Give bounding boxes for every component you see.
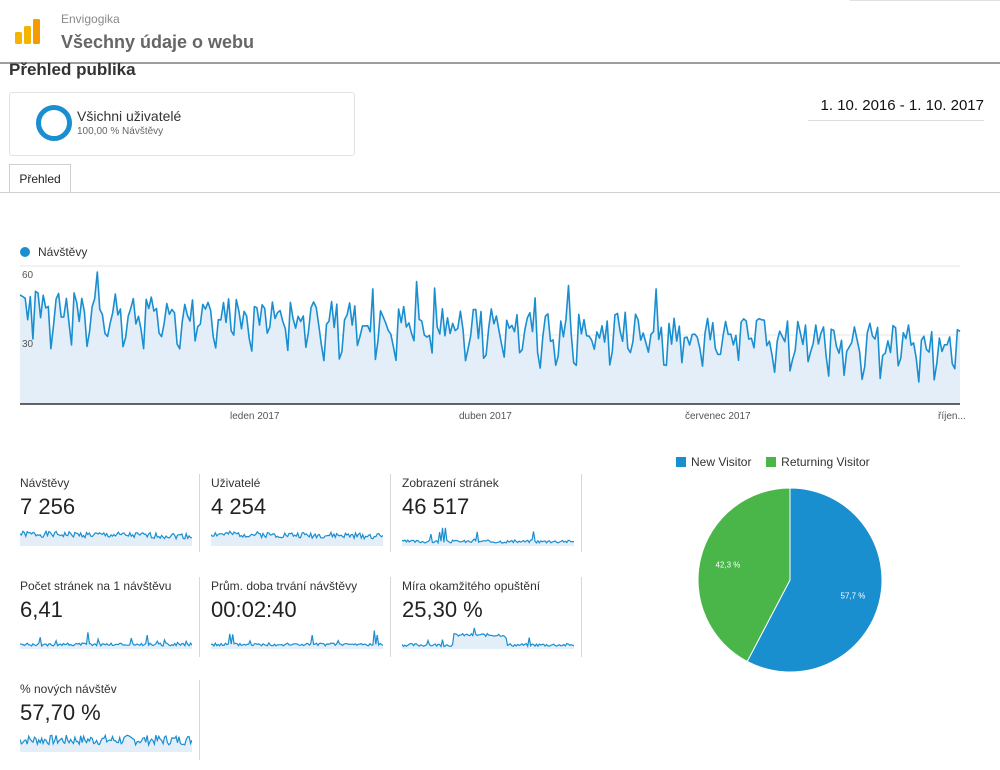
header-top-divider <box>850 0 1000 1</box>
sparkline-area <box>20 735 192 752</box>
metric-label: % nových návštěv <box>20 682 117 696</box>
tab-divider <box>0 192 1000 193</box>
pie-legend-returning: Returning Visitor <box>781 455 870 469</box>
metric-sparkline <box>20 733 192 752</box>
metric-bounce-rate[interactable]: Míra okamžitého opuštění 25,30 % <box>402 579 574 667</box>
metric-label: Zobrazení stránek <box>402 476 499 490</box>
pie-label-returning-visitor: 42,3 % <box>716 561 741 570</box>
sparkline-line <box>402 527 574 545</box>
sparkline-area <box>20 531 192 546</box>
sparkline-line <box>20 632 192 648</box>
metric-value: 00:02:40 <box>211 597 297 622</box>
metric-label: Uživatelé <box>211 476 261 490</box>
y-tick-60: 60 <box>22 270 34 281</box>
metric-sparkline <box>211 530 383 546</box>
metric-divider <box>581 474 582 552</box>
metric-divider <box>390 474 391 552</box>
metric-value: 46 517 <box>402 494 470 519</box>
segment-name: Všichni uživatelé <box>77 108 182 124</box>
pie-label-new-visitor: 57,7 % <box>841 591 866 600</box>
metric-sparkline <box>211 630 383 649</box>
segment-share: 100,00 % Návštěvy <box>77 126 164 137</box>
sessions-area <box>20 272 960 404</box>
page-title: Přehled publika <box>9 60 136 79</box>
sparkline-line <box>20 529 192 541</box>
metric-avg-session-duration[interactable]: Prům. doba trvání návštěvy 00:02:40 <box>211 579 383 667</box>
view-selector[interactable]: Všechny údaje o webu <box>61 32 255 52</box>
x-tick-duben: duben 2017 <box>459 411 512 422</box>
y-tick-30: 30 <box>22 339 34 350</box>
metric-label: Prům. doba trvání návštěvy <box>211 579 358 593</box>
metric-label: Míra okamžitého opuštění <box>402 579 541 593</box>
legend-swatch <box>20 247 30 257</box>
sparkline-line <box>211 530 383 541</box>
header-divider <box>0 62 1000 64</box>
x-tick-leden: leden 2017 <box>230 411 280 422</box>
metric-sparkline <box>402 527 574 546</box>
sparkline-area <box>20 632 192 649</box>
metric-users[interactable]: Uživatelé 4 254 <box>211 476 383 564</box>
sparkline-area <box>402 628 574 649</box>
pie-slice-returning-visitor[interactable] <box>697 487 791 663</box>
tab-overview[interactable]: Přehled <box>9 164 71 192</box>
sparkline-line <box>20 733 192 748</box>
pie-slice-new-visitor[interactable] <box>746 487 883 673</box>
metric-value: 57,70 % <box>20 700 101 725</box>
metric-divider <box>390 577 391 657</box>
metric-label: Návštěvy <box>20 476 70 490</box>
sessions-line <box>19 271 961 383</box>
sessions-chart[interactable]: 60 30 leden 2017 duben 2017 červenec 201… <box>0 262 1000 432</box>
metric-value: 6,41 <box>20 597 63 622</box>
metric-sparkline <box>20 632 192 649</box>
metric-sparkline <box>20 529 192 546</box>
metric-value: 25,30 % <box>402 597 483 622</box>
sparkline-line <box>402 627 574 649</box>
metric-new-sessions[interactable]: % nových návštěv 57,70 % <box>20 682 192 770</box>
sparkline-line <box>211 630 383 647</box>
analytics-logo-icon <box>15 19 40 44</box>
metric-value: 4 254 <box>211 494 267 519</box>
metric-divider <box>199 680 200 760</box>
sparkline-area <box>211 630 383 649</box>
metric-divider <box>199 577 200 657</box>
x-tick-rijen: říjen... <box>938 411 966 422</box>
x-tick-cervenec: červenec 2017 <box>685 411 751 422</box>
segment-ring-icon <box>36 105 72 141</box>
pie-legend-swatch-new <box>676 457 686 467</box>
pie-legend: New Visitor Returning Visitor <box>676 455 870 469</box>
sparkline-area <box>211 531 383 546</box>
metric-label: Počet stránek na 1 návštěvu <box>20 579 172 593</box>
metric-sparkline <box>402 627 574 649</box>
date-range-picker[interactable]: 1. 10. 2016 - 1. 10. 2017 <box>808 94 984 121</box>
metric-pages-per-session[interactable]: Počet stránek na 1 návštěvu 6,41 <box>20 579 192 667</box>
pie-legend-swatch-returning <box>766 457 777 467</box>
metric-value: 7 256 <box>20 494 76 519</box>
metric-divider <box>581 577 582 657</box>
metric-sessions[interactable]: Návštěvy 7 256 <box>20 476 192 564</box>
pie-legend-new: New Visitor <box>691 455 752 469</box>
chart-legend-label: Návštěvy <box>38 245 88 259</box>
account-name[interactable]: Envigogika <box>61 12 120 26</box>
visitor-type-pie[interactable]: 57,7 % 42,3 % <box>690 480 890 680</box>
segment-card[interactable]: Všichni uživatelé 100,00 % Návštěvy <box>9 92 355 156</box>
sparkline-area <box>402 527 574 546</box>
metric-pageviews[interactable]: Zobrazení stránek 46 517 <box>402 476 574 564</box>
metric-divider <box>199 474 200 552</box>
